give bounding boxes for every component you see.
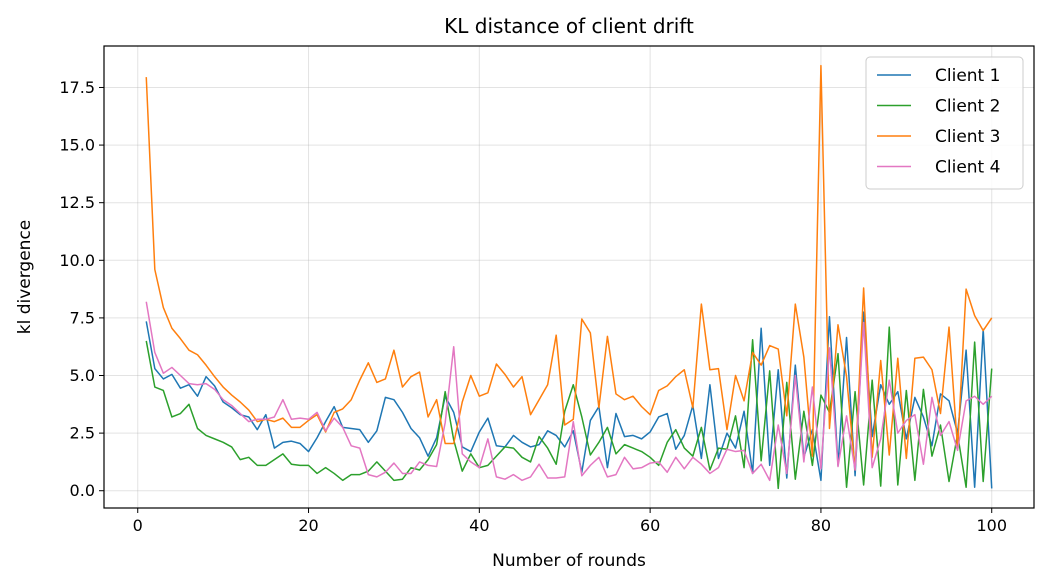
series-line-client-3: [145, 64, 993, 471]
x-tick-label: 40: [469, 516, 489, 535]
x-tick-label: 0: [133, 516, 143, 535]
series-line-client-1: [145, 311, 993, 489]
legend-label-client-1: Client 1: [935, 66, 1000, 86]
y-tick-label: 12.5: [59, 193, 95, 212]
x-tick-label: 80: [811, 516, 831, 535]
legend: Client 1 Client 2 Client 3 Client 4: [865, 56, 1024, 190]
x-tick-label: 60: [640, 516, 660, 535]
x-tick-label: 100: [976, 516, 1007, 535]
y-tick-label: 7.5: [70, 308, 95, 327]
y-tick-label: 15.0: [59, 136, 95, 155]
y-axis-ticks: 0.0 2.5 5.0 7.5 10.0 12.5 15.0 17.5: [59, 78, 104, 500]
legend-label-client-3: Client 3: [935, 127, 1000, 147]
x-tick-label: 20: [298, 516, 318, 535]
y-axis-title: kl divergence: [15, 220, 35, 335]
plot-area-frame: [103, 45, 1035, 509]
series-lines: [145, 64, 993, 490]
y-tick-label: 17.5: [59, 78, 95, 97]
legend-label-client-2: Client 2: [935, 97, 1000, 117]
legend-box: [865, 56, 1024, 190]
y-tick-label: 0.0: [70, 481, 95, 500]
series-line-client-4: [145, 301, 993, 482]
y-tick-label: 2.5: [70, 424, 95, 443]
y-tick-label: 10.0: [59, 251, 95, 270]
chart-title: KL distance of client drift: [444, 14, 694, 38]
x-axis-title: Number of rounds: [492, 551, 646, 571]
y-tick-label: 5.0: [70, 366, 95, 385]
legend-label-client-4: Client 4: [935, 158, 1000, 178]
x-axis-ticks: 0 20 40 60 80 100: [133, 508, 1007, 535]
